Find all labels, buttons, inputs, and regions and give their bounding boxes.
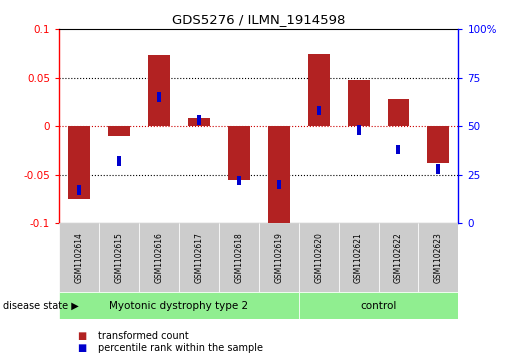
Bar [387,99,409,126]
Text: transformed count: transformed count [98,331,188,341]
Bar [148,55,170,126]
Bar [157,92,161,102]
Bar [197,115,201,125]
Text: GSM1102622: GSM1102622 [394,232,403,283]
Bar [228,126,250,180]
Bar [277,180,281,189]
Bar [317,106,321,115]
Bar [356,125,360,135]
Text: GSM1102620: GSM1102620 [314,232,323,283]
Bar [59,223,99,292]
Bar [427,126,450,163]
Bar [379,223,418,292]
Bar [179,223,219,292]
Bar [139,223,179,292]
Bar [436,164,440,174]
Bar [77,185,81,195]
Text: ■: ■ [77,343,87,353]
Text: GSM1102616: GSM1102616 [154,232,163,283]
Bar [237,176,241,185]
Bar [68,126,90,199]
Bar [348,79,370,126]
Bar [59,292,299,319]
Text: GSM1102619: GSM1102619 [274,232,283,283]
Text: GSM1102614: GSM1102614 [75,232,83,283]
Bar [307,54,330,126]
Bar [188,118,210,126]
Bar [397,144,401,154]
Text: GSM1102621: GSM1102621 [354,232,363,283]
Text: control: control [360,301,397,311]
Bar [339,223,379,292]
Bar [219,223,259,292]
Text: Myotonic dystrophy type 2: Myotonic dystrophy type 2 [109,301,249,311]
Text: GSM1102617: GSM1102617 [195,232,203,283]
Bar [99,223,139,292]
Bar [268,126,290,226]
Bar [108,126,130,136]
Bar [299,223,339,292]
Bar [299,292,458,319]
Title: GDS5276 / ILMN_1914598: GDS5276 / ILMN_1914598 [172,13,346,26]
Bar [259,223,299,292]
Text: disease state ▶: disease state ▶ [3,301,78,311]
Text: percentile rank within the sample: percentile rank within the sample [98,343,263,353]
Text: GSM1102618: GSM1102618 [234,232,243,283]
Bar [117,156,121,166]
Bar [418,223,458,292]
Text: GSM1102615: GSM1102615 [115,232,124,283]
Text: ■: ■ [77,331,87,341]
Text: GSM1102623: GSM1102623 [434,232,443,283]
